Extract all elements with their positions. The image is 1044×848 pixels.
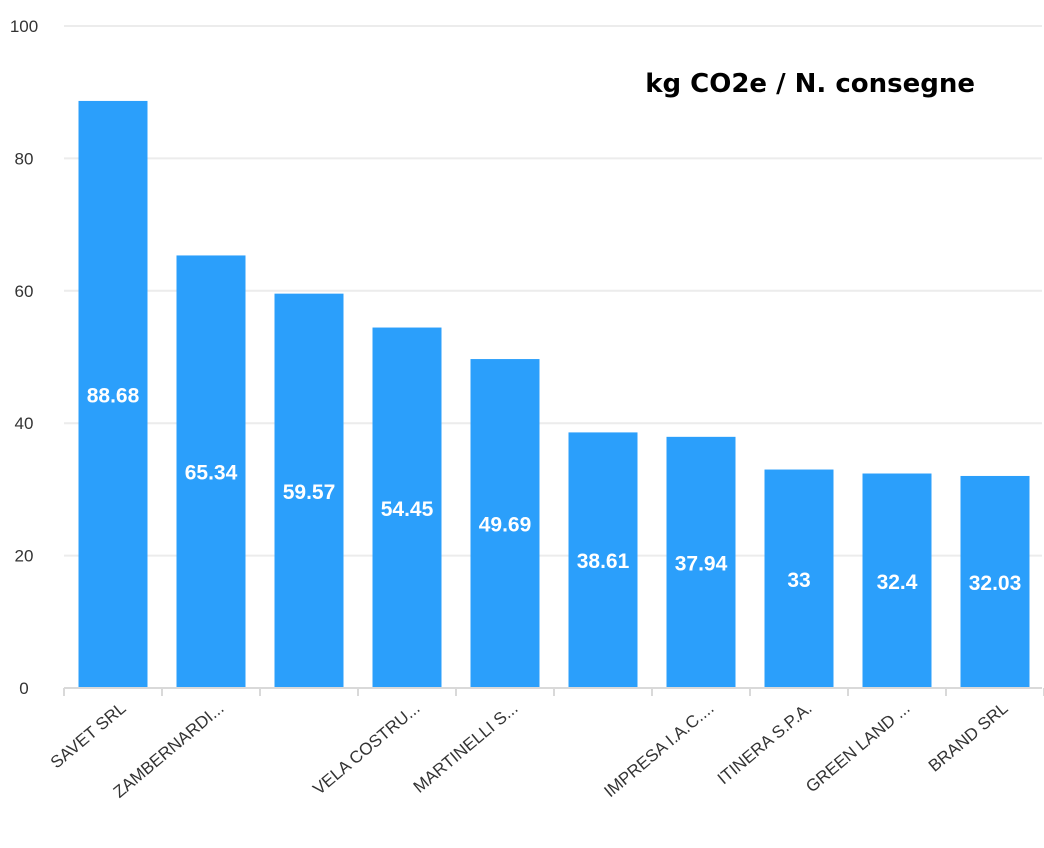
data-label: 38.61 bbox=[577, 550, 630, 573]
bars bbox=[78, 100, 1030, 688]
y-tick-label: 40 bbox=[15, 414, 34, 433]
y-tick-label: 60 bbox=[15, 282, 34, 301]
bar bbox=[372, 327, 442, 688]
y-tick-label: 0 bbox=[19, 679, 28, 698]
y-tick-label: 20 bbox=[15, 547, 34, 566]
data-label: 49.69 bbox=[479, 514, 532, 537]
data-label: 37.94 bbox=[675, 552, 728, 575]
bar bbox=[764, 469, 834, 688]
bar bbox=[274, 293, 344, 688]
x-tick-label: MARTINELLI S... bbox=[410, 699, 522, 797]
data-label: 54.45 bbox=[381, 498, 434, 521]
x-tick-label: GREEN LAND ... bbox=[802, 699, 913, 797]
data-label: 32.4 bbox=[877, 571, 918, 594]
bar bbox=[470, 359, 540, 688]
bar bbox=[568, 432, 638, 688]
chart-title: kg CO2e / N. consegne bbox=[645, 69, 975, 99]
data-labels: 88.68 65.34 59.57 54.45 49.69 38.61 37.94 33 32.… bbox=[87, 384, 1022, 595]
x-tick-label: SAVET SRL bbox=[47, 699, 130, 773]
bar bbox=[960, 475, 1030, 688]
y-tick-label: 80 bbox=[15, 149, 34, 168]
x-tick-label: IMPRESA I.A.C.... bbox=[600, 699, 717, 802]
data-label: 33 bbox=[787, 569, 810, 592]
x-tick-label: VELA COSTRU... bbox=[309, 699, 423, 799]
y-axis: 0 20 40 60 80 100 bbox=[10, 17, 38, 698]
x-tick-label: BRAND SRL bbox=[925, 699, 1012, 776]
data-label: 88.68 bbox=[87, 384, 140, 407]
data-label: 65.34 bbox=[185, 462, 238, 485]
bar bbox=[176, 255, 246, 688]
x-tick-label: ITINERA S.P.A. bbox=[714, 699, 816, 789]
bar bbox=[78, 100, 148, 688]
bar bbox=[862, 473, 932, 688]
data-label: 32.03 bbox=[969, 572, 1022, 595]
y-tick-label: 100 bbox=[10, 17, 38, 36]
bar bbox=[666, 436, 736, 688]
data-label: 59.57 bbox=[283, 481, 336, 504]
